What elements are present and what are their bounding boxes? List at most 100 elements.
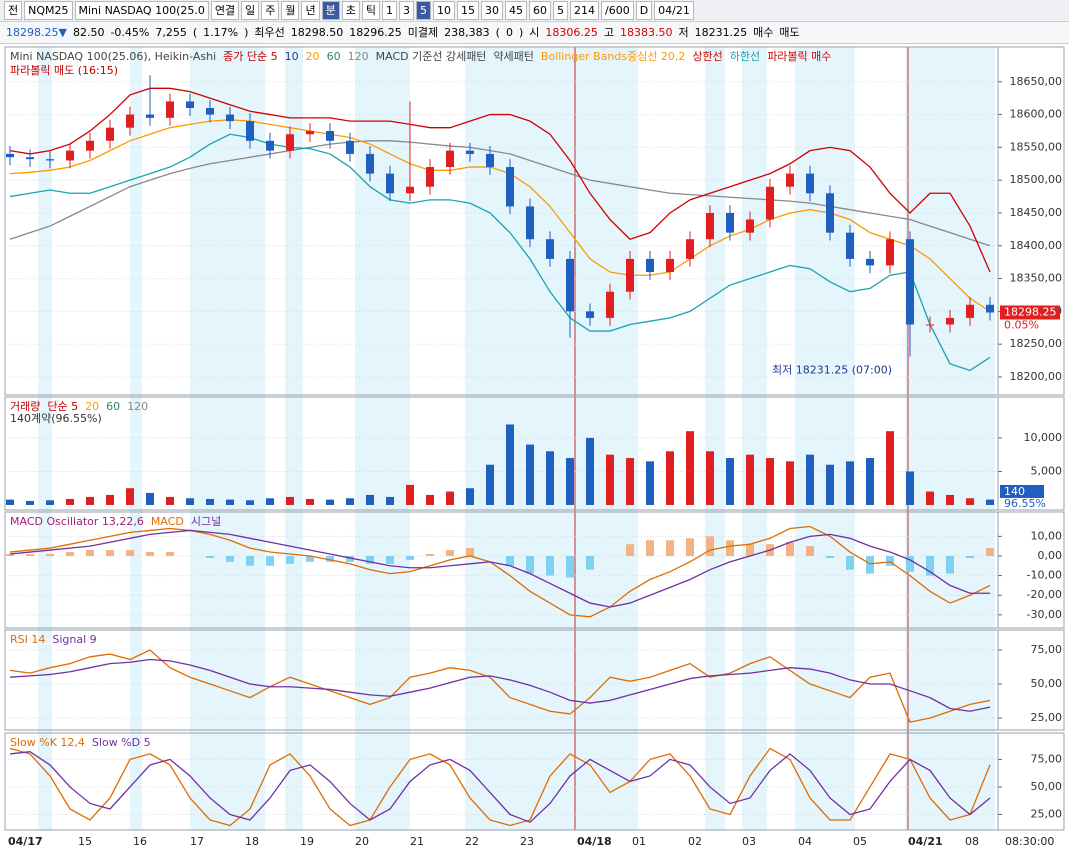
candle-body [966,304,974,318]
session-shade [355,47,410,830]
y-tick-label: 25,00 [1031,711,1063,724]
oscillator-bar [66,552,74,556]
toolbar-item[interactable]: 1.17% [203,26,239,39]
toolbar-item[interactable]: 매수 [753,26,774,39]
toolbar-item[interactable]: 82.50 [72,26,105,39]
toolbar-item[interactable]: 일 [241,1,260,20]
volume-bar [546,451,554,505]
toolbar-item[interactable]: 시 [529,26,540,39]
toolbar-item[interactable]: 18383.50 [620,26,673,39]
toolbar-item[interactable]: 최우선 [254,26,285,39]
x-tick-label: 04/21 [908,835,943,848]
volume-bar [606,454,614,505]
oscillator-bar [386,555,394,564]
toolbar-item[interactable]: 18296.25 [349,26,402,39]
toolbar-item[interactable]: ( [495,26,500,39]
quote-bar: 18298.25▼ 82.50 -0.45% 7,255 (1.17%) 최우선 18298… [0,22,1069,44]
toolbar-item[interactable]: 238,383 [444,26,490,39]
candle-body [626,258,634,292]
toolbar-item[interactable]: 년 [301,1,320,20]
toolbar-item[interactable]: ) [518,26,524,39]
candle-body [446,150,454,168]
toolbar-item[interactable]: 저 [678,26,689,39]
legend-item: Slow %K 12,4 [10,736,85,749]
legend-item: 단순 5 [47,400,78,413]
toolbar-item[interactable]: 15 [456,1,479,20]
candle-body [726,212,734,233]
volume-bar [666,451,674,505]
oscillator-bar [346,555,354,562]
legend-item: Mini NASDAQ 100(25.06), Heikin-Ashi [10,50,216,63]
toolbar-item[interactable]: 미결제 [407,26,439,39]
toolbar-item[interactable]: 5 [552,1,568,20]
session-shade [130,47,142,830]
y-tick-label: 50,00 [1031,780,1063,793]
toolbar-item[interactable]: 5 [415,1,431,20]
legend-item: 120 [348,50,369,63]
y-tick-label: 75,00 [1031,752,1063,765]
toolbar-item[interactable]: 18306.25 [545,26,598,39]
volume-bar [66,498,74,505]
volume-bar [786,461,794,505]
toolbar-item[interactable]: 18298.50 [290,26,344,39]
toolbar-item[interactable]: 연결 [210,1,240,20]
toolbar-item[interactable]: 30 [480,1,503,20]
legend-item: Signal 9 [52,633,96,646]
legend-item: 20 [85,400,99,413]
toolbar-item[interactable]: 매도 [779,26,800,39]
toolbar-item[interactable]: 0 [505,26,513,39]
volume-bar [186,498,194,505]
toolbar-item[interactable]: 214 [569,1,599,20]
volume-bar [286,496,294,505]
toolbar-item[interactable]: Mini NASDAQ 100(25.0 [74,1,209,20]
volume-bar [386,496,394,505]
volume-bar [766,458,774,505]
toolbar-item[interactable]: 10 [432,1,455,20]
toolbar-item[interactable]: 고 [603,26,615,39]
session-shade [190,47,265,830]
candle-body [66,150,74,161]
candle-body [206,108,214,115]
toolbar-item[interactable]: 18231.25 [694,26,748,39]
toolbar-item[interactable]: NQM25 [24,1,73,20]
toolbar-item[interactable]: 틱 [361,1,380,20]
indicator-line [9,751,991,823]
oscillator-bar [826,555,834,558]
y-tick-label: 25,00 [1031,807,1063,820]
legend-item: MACD [151,515,184,528]
oscillator-bar [806,546,814,556]
candle-body [46,159,54,161]
toolbar-item[interactable]: 분 [321,1,340,20]
toolbar-item[interactable]: -0.45% [110,26,150,39]
volume-box [1000,484,1044,498]
oscillator-bar [726,540,734,556]
candle-body [506,167,514,207]
oscillator-bar [206,555,214,558]
toolbar-item[interactable]: 7,255 [155,26,187,39]
x-tick-label: 01 [632,835,646,848]
legend-item: 10 [285,50,299,63]
toolbar-item[interactable]: 전 [4,1,23,20]
toolbar-item[interactable]: ( [192,26,198,39]
toolbar-item[interactable]: 초 [341,1,360,20]
toolbar-item[interactable]: 60 [528,1,551,20]
toolbar-item[interactable]: 04/21 [654,1,694,20]
toolbar-item[interactable]: 18298.25▼ [6,26,67,39]
candle-body [126,114,134,128]
candle-body [346,140,354,154]
toolbar-item[interactable]: ) [244,26,249,39]
legend-item: MACD 기준선 강세패턴 [376,50,487,63]
session-shade [38,47,52,830]
toolbar-item[interactable]: 45 [504,1,527,20]
oscillator-bar [706,536,714,556]
toolbar-item[interactable]: /600 [600,1,634,20]
candle-body [806,173,814,194]
toolbar-item[interactable]: 3 [398,1,414,20]
oscillator-bar [746,544,754,556]
toolbar-item[interactable]: 주 [261,1,280,20]
toolbar-item[interactable]: 1 [381,1,397,20]
toolbar-item[interactable]: 월 [281,1,300,20]
volume-bar [46,500,54,505]
candle-body [166,101,174,118]
toolbar-item[interactable]: D [635,1,653,20]
